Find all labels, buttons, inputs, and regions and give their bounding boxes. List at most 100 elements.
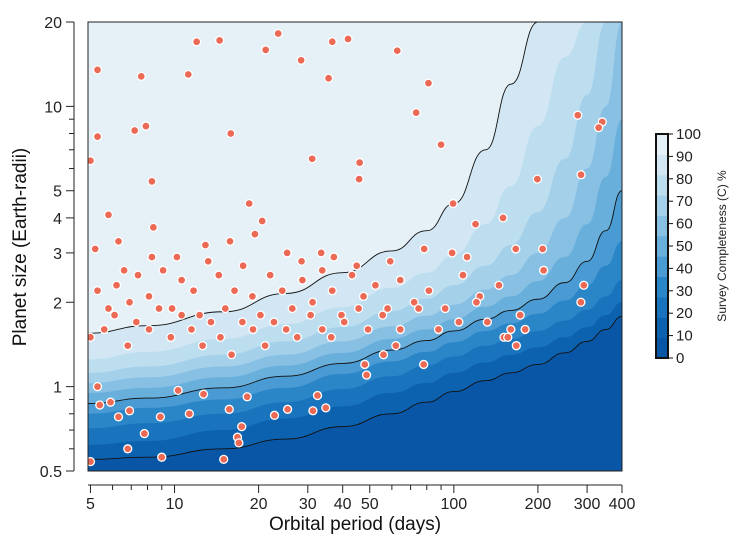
- planet-point: [244, 198, 254, 209]
- colorbar-segment: [656, 276, 668, 298]
- planet-point: [323, 73, 334, 83]
- colorbar-title: Survey Completeness (C) %: [715, 170, 729, 322]
- planet-point: [377, 310, 388, 320]
- planet-point: [515, 310, 525, 320]
- planet-point: [392, 46, 402, 56]
- planet-point: [305, 310, 316, 320]
- planet-point: [382, 303, 393, 314]
- planet-point: [282, 248, 292, 258]
- planet-point: [92, 65, 103, 75]
- planet-point: [265, 270, 275, 280]
- planet-point: [248, 324, 258, 335]
- y-tick-label: 0.5: [40, 464, 62, 481]
- planet-point: [188, 286, 199, 296]
- planet-point: [296, 55, 306, 65]
- planet-point: [354, 157, 365, 168]
- planet-point: [186, 324, 197, 335]
- planet-point: [498, 213, 508, 223]
- planet-point: [391, 341, 401, 351]
- y-tick-label: 3: [53, 246, 62, 263]
- planet-point: [184, 409, 195, 419]
- planet-point: [358, 291, 369, 301]
- planet-point: [215, 332, 226, 342]
- y-tick-label: 4: [53, 211, 62, 228]
- planet-point: [219, 454, 229, 465]
- contour-line: [88, 315, 622, 460]
- planet-point: [113, 236, 124, 246]
- planet-point: [109, 310, 120, 320]
- colorbar-tick-label: 20: [676, 305, 693, 322]
- planet-point: [576, 170, 586, 180]
- planet-point: [176, 275, 187, 285]
- planet-point: [139, 428, 150, 439]
- y-axis-title: Planet size (Earth-radii): [10, 148, 31, 347]
- planet-point: [281, 324, 291, 335]
- planet-point: [282, 404, 293, 414]
- planet-point: [92, 381, 103, 392]
- planet-point: [482, 317, 492, 327]
- plot-frame: [87, 21, 623, 472]
- planet-point: [105, 397, 116, 407]
- planet-point: [247, 291, 258, 301]
- planet-point: [148, 222, 159, 233]
- planet-point: [95, 400, 105, 410]
- planet-point: [321, 403, 331, 413]
- colorbar-tick-label: 0: [676, 350, 684, 367]
- planet-point: [191, 37, 202, 47]
- planet-point: [203, 256, 213, 266]
- colorbar-segment: [656, 317, 668, 339]
- planet-point: [224, 404, 234, 414]
- planet-point: [237, 421, 247, 432]
- colorbar-tick-label: 100: [676, 126, 701, 143]
- planet-point: [238, 261, 248, 271]
- x-tick-label: 5: [86, 496, 95, 513]
- planet-point: [395, 275, 405, 285]
- planet-point: [250, 229, 260, 239]
- x-tick-label: 30: [299, 496, 317, 513]
- planet-point: [119, 265, 129, 275]
- planet-point: [88, 156, 96, 166]
- planet-point: [370, 280, 381, 290]
- colorbar: 0 10 20 30 40 50 60 70 80 90 100: [655, 126, 701, 367]
- planet-point: [361, 370, 372, 380]
- planet-point: [471, 297, 482, 307]
- planet-point: [147, 176, 157, 187]
- planet-point: [237, 317, 248, 327]
- planet-point: [378, 350, 389, 360]
- planet-point: [172, 252, 182, 262]
- planet-point: [206, 317, 216, 327]
- planet-point: [123, 341, 133, 351]
- planet-point: [273, 28, 283, 39]
- colorbar-tick-label: 50: [676, 238, 693, 255]
- planet-point: [447, 248, 457, 258]
- planet-point: [419, 244, 429, 254]
- planet-point: [470, 219, 481, 229]
- y-tick-label: 1: [53, 380, 62, 397]
- planet-point: [144, 324, 154, 335]
- planet-point: [511, 244, 521, 254]
- colorbar-segment: [656, 174, 668, 196]
- planet-point: [144, 291, 154, 301]
- x-tick-label: 20: [250, 496, 268, 513]
- planet-point: [88, 332, 96, 342]
- y-tick-label: 10: [44, 99, 62, 116]
- planet-point: [537, 244, 548, 254]
- planet-point: [423, 78, 434, 88]
- planet-point: [352, 261, 362, 271]
- planet-point: [307, 154, 317, 164]
- planet-point: [200, 240, 211, 250]
- planet-point: [92, 131, 103, 142]
- planet-point: [167, 303, 177, 314]
- planet-point: [124, 297, 135, 307]
- planet-point: [225, 236, 235, 246]
- x-tick-label: 300: [574, 496, 601, 513]
- planet-point: [327, 37, 337, 47]
- planet-point: [277, 286, 287, 296]
- x-tick-label: 200: [525, 496, 552, 513]
- planet-point: [363, 324, 373, 335]
- planet-point: [257, 216, 267, 226]
- planet-point: [436, 140, 446, 150]
- planet-point: [234, 438, 244, 448]
- planet-point: [269, 410, 280, 420]
